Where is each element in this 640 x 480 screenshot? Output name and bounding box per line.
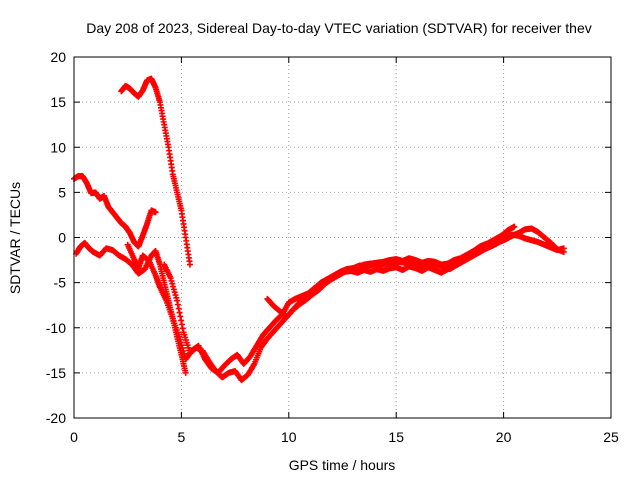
data-point <box>186 261 193 268</box>
data-point <box>179 345 186 352</box>
data-point <box>174 301 181 308</box>
y-tick-label: 5 <box>58 184 66 200</box>
chart-title: Day 208 of 2023, Sidereal Day-to-day VTE… <box>86 20 592 36</box>
series-track-f <box>264 231 567 320</box>
data-point <box>169 280 176 287</box>
series-track-d <box>124 223 518 376</box>
data-point <box>167 275 174 282</box>
series-track-c <box>73 239 189 376</box>
grid-lines <box>74 57 611 418</box>
data-points <box>71 75 567 384</box>
x-tick-label: 0 <box>70 429 78 445</box>
series-track-b <box>118 75 193 268</box>
data-point <box>560 245 567 252</box>
y-tick-label: -5 <box>54 275 67 291</box>
data-point <box>179 325 186 332</box>
data-point <box>176 309 183 316</box>
data-point <box>178 342 185 349</box>
data-point <box>168 277 175 284</box>
data-point <box>177 313 184 320</box>
series-track-a <box>71 173 159 250</box>
x-tick-label: 25 <box>603 429 619 445</box>
data-point <box>177 339 184 346</box>
data-point <box>170 286 177 293</box>
x-axis-label: GPS time / hours <box>289 457 396 473</box>
data-point <box>178 317 185 324</box>
data-point <box>178 321 185 328</box>
data-point <box>177 336 184 343</box>
x-tick-label: 15 <box>388 429 404 445</box>
y-tick-label: 10 <box>50 139 66 155</box>
data-point <box>170 283 177 290</box>
data-point <box>180 347 187 354</box>
series-track-e <box>161 225 567 384</box>
data-point <box>511 223 518 230</box>
x-tick-label: 20 <box>496 429 512 445</box>
data-point <box>174 297 181 304</box>
x-tick-label: 5 <box>178 429 186 445</box>
y-tick-label: -10 <box>46 320 66 336</box>
data-point <box>176 333 183 340</box>
y-tick-label: 0 <box>58 230 66 246</box>
y-tick-label: -20 <box>46 410 66 426</box>
data-point <box>181 350 188 357</box>
data-point <box>182 369 189 376</box>
data-point <box>175 305 182 312</box>
data-point <box>173 294 180 301</box>
y-axis-label: SDTVAR / TECUs <box>7 182 23 294</box>
data-point <box>172 292 179 299</box>
x-tick-label: 10 <box>281 429 297 445</box>
axis-ticks: 0 5 10 15 20 25 -20 -15 -10 -5 0 5 10 15 20 <box>46 49 619 445</box>
y-tick-label: 15 <box>50 94 66 110</box>
y-tick-label: -15 <box>46 365 66 381</box>
data-point <box>171 289 178 296</box>
data-point <box>152 209 159 216</box>
y-tick-label: 20 <box>50 49 66 65</box>
